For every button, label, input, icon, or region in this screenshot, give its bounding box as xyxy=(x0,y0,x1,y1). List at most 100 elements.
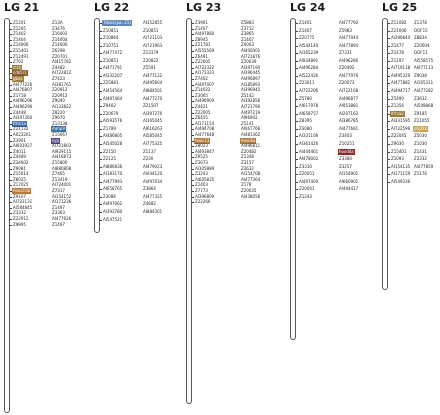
marker-tick xyxy=(10,174,12,176)
marker-tick xyxy=(192,23,194,24)
marker-label: AI477122 xyxy=(143,72,163,78)
marker-label: AI477894 xyxy=(339,42,359,48)
marker-label: Z1356 xyxy=(391,103,404,109)
marker-tick xyxy=(296,45,298,47)
marker-tick xyxy=(100,121,102,123)
marker-label: AI497062 xyxy=(103,201,123,207)
marker-label: Z13379 xyxy=(143,50,159,56)
marker-label: Z5030 xyxy=(414,133,427,139)
marker-label: Z9402 xyxy=(103,103,116,109)
marker-tick xyxy=(10,202,12,204)
marker-tick xyxy=(192,45,194,47)
marker-tick xyxy=(10,129,12,131)
marker-tick xyxy=(10,140,12,142)
marker-tick xyxy=(192,179,194,181)
marker-label: Z5141 xyxy=(241,120,254,126)
marker-label: AI549868 xyxy=(414,103,434,109)
marker-label: AI658765 xyxy=(103,186,123,192)
marker-label: Z1478 xyxy=(391,50,404,56)
marker-label: AI494708 xyxy=(195,126,215,132)
marker-label: AI305889 xyxy=(195,165,215,171)
marker-label: Z1718 xyxy=(13,92,26,98)
marker-label: Z20701 xyxy=(52,53,68,59)
marker-label: AI165239 xyxy=(299,50,319,56)
marker-label: AI397360 xyxy=(13,115,33,121)
marker-label: AI724001 xyxy=(52,182,72,188)
group-title-lg23: LG 23 xyxy=(186,1,222,14)
marker-tick xyxy=(192,174,194,176)
marker-label: AI477648 xyxy=(195,132,215,137)
marker-label: AI497464 xyxy=(103,95,123,101)
marker-label: Z3310 xyxy=(299,163,312,169)
marker-tick xyxy=(192,73,194,75)
marker-label: AI555569 xyxy=(195,48,215,53)
marker-label: Z3380 xyxy=(339,156,352,162)
marker-label: AI496284 xyxy=(299,65,319,71)
marker-label: AI392856 xyxy=(241,98,261,104)
marker-label: AI496296 xyxy=(13,98,33,104)
marker-label: Z2150 xyxy=(103,148,116,154)
marker-tick xyxy=(10,39,12,41)
marker-tick xyxy=(100,106,102,108)
marker-tick xyxy=(192,107,194,108)
marker-label: fthb1a xyxy=(12,120,27,127)
marker-label: AI886836 xyxy=(103,163,123,169)
marker-tick xyxy=(388,106,390,108)
marker-label: Z20492 xyxy=(339,65,355,71)
marker-label: AI477976 xyxy=(339,72,359,78)
marker-tick xyxy=(388,91,390,93)
marker-label: Z23011 xyxy=(299,80,315,86)
marker-tick xyxy=(192,112,194,114)
marker-label: AI476807 xyxy=(13,87,33,93)
marker-label: AI522426 xyxy=(299,72,319,78)
marker-label: AI722322 xyxy=(195,64,215,70)
marker-tick xyxy=(192,62,194,64)
marker-tick xyxy=(100,196,102,198)
marker-label: Z1205 xyxy=(13,25,26,31)
marker-label: Z3363 xyxy=(52,210,65,216)
marker-label: AI496811 xyxy=(241,143,261,149)
marker-label: AI601927 xyxy=(13,143,33,149)
marker-tick xyxy=(10,28,12,30)
marker-tick xyxy=(10,123,12,125)
marker-label: cdk5r1 xyxy=(12,70,28,77)
marker-label: hoxa10b xyxy=(12,188,32,194)
marker-tick xyxy=(10,213,12,215)
marker-tick xyxy=(192,157,194,159)
marker-label: AI477993 xyxy=(103,178,123,184)
marker-tick xyxy=(192,140,194,142)
marker-label: Z7773 xyxy=(195,188,208,193)
marker-label: AI154135 xyxy=(391,163,411,169)
marker-tick xyxy=(192,95,194,97)
marker-label: AI397270 xyxy=(143,110,163,116)
marker-tick xyxy=(100,83,102,85)
marker-label: Z5780 xyxy=(299,95,312,101)
marker-label: AI497007 xyxy=(195,81,215,87)
marker-label: Z3257 xyxy=(339,163,352,169)
marker-label: AI660901 xyxy=(339,178,359,184)
marker-label: Z3961 xyxy=(195,20,208,25)
marker-label: Z21781 xyxy=(195,42,211,48)
marker-label: hoxd4a xyxy=(338,148,355,155)
marker-label: Z1407 xyxy=(299,27,312,33)
marker-label: AI396809 xyxy=(195,193,215,199)
marker-label: AI477325 xyxy=(143,193,163,199)
marker-label: AI477926 xyxy=(52,216,72,221)
marker-label: Z9081 xyxy=(13,165,26,171)
marker-label: AI331595 xyxy=(391,118,411,124)
marker-label: AI96942 xyxy=(241,115,258,121)
marker-label: AI479023 xyxy=(143,163,163,169)
marker-label: Z3673 xyxy=(195,160,208,165)
marker-label: AI331106 xyxy=(299,133,319,139)
marker-label: Z22912 xyxy=(13,216,29,221)
marker-label: Z8945 xyxy=(195,36,208,42)
marker-label: AI477226 xyxy=(13,81,33,87)
marker-label: Z12491 xyxy=(13,53,29,59)
marker-label: AI477859 xyxy=(414,163,434,169)
group-title-lg24: LG 24 xyxy=(290,1,326,14)
marker-label: Z5591 xyxy=(143,65,156,71)
marker-tick xyxy=(388,181,390,183)
marker-tick xyxy=(10,23,12,24)
marker-label: AI884301 xyxy=(143,209,163,214)
marker-label: Z15401 xyxy=(391,148,407,154)
